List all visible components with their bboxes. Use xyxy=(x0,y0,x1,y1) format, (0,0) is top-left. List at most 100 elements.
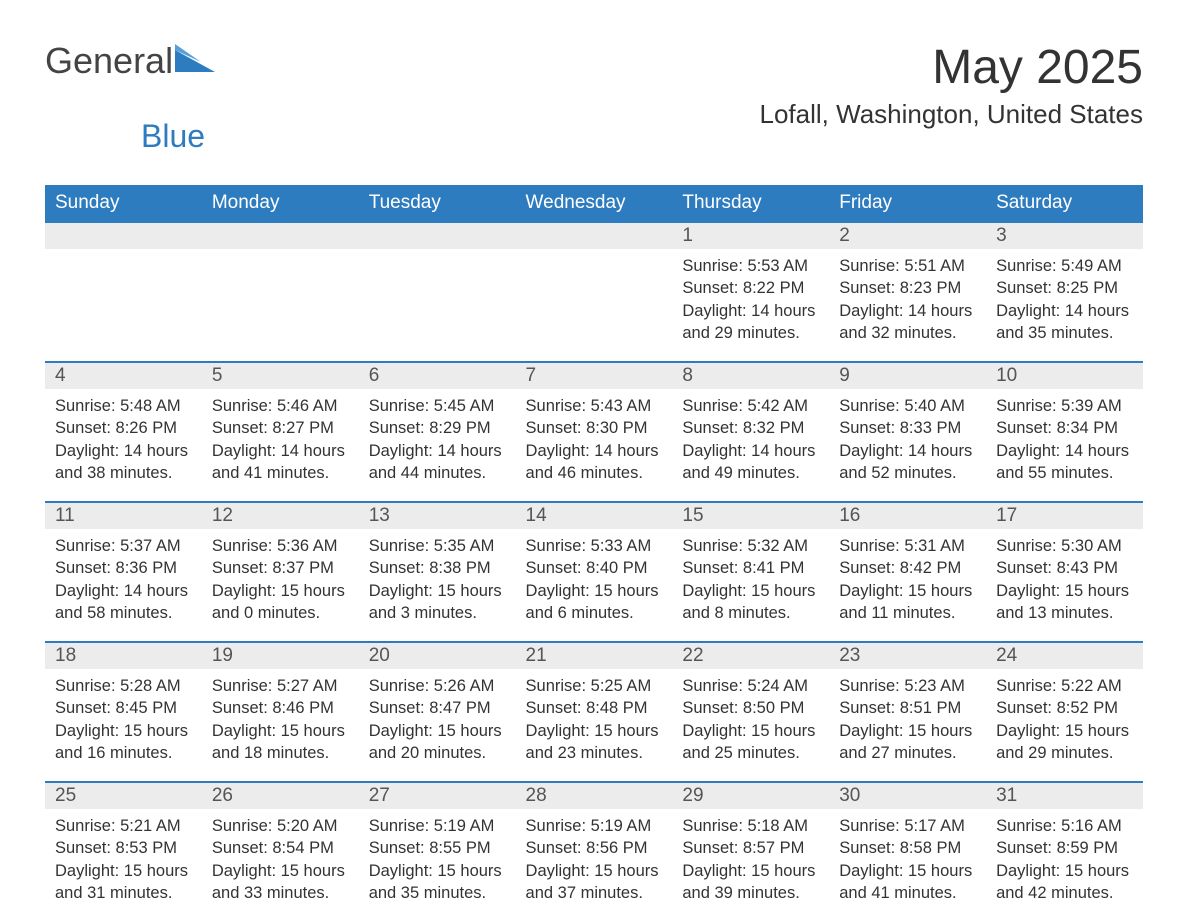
day-cell: 23 Sunrise: 5:23 AMSunset: 8:51 PMDayligh… xyxy=(829,642,986,782)
daylight-line: Daylight: 14 hours and 46 minutes. xyxy=(526,440,663,485)
day-details: Sunrise: 5:21 AMSunset: 8:53 PMDaylight:… xyxy=(45,809,202,914)
sunrise-line: Sunrise: 5:30 AM xyxy=(996,535,1133,557)
sunrise-line: Sunrise: 5:17 AM xyxy=(839,815,976,837)
sunrise-line: Sunrise: 5:23 AM xyxy=(839,675,976,697)
daylight-line: Daylight: 15 hours and 3 minutes. xyxy=(369,580,506,625)
day-details: Sunrise: 5:30 AMSunset: 8:43 PMDaylight:… xyxy=(986,529,1143,634)
sunset-line: Sunset: 8:51 PM xyxy=(839,697,976,719)
daylight-line: Daylight: 14 hours and 49 minutes. xyxy=(682,440,819,485)
daylight-line: Daylight: 15 hours and 39 minutes. xyxy=(682,860,819,905)
sunrise-line: Sunrise: 5:28 AM xyxy=(55,675,192,697)
daylight-line: Daylight: 15 hours and 33 minutes. xyxy=(212,860,349,905)
day-number: 25 xyxy=(45,783,202,809)
daylight-line: Daylight: 15 hours and 31 minutes. xyxy=(55,860,192,905)
sunset-line: Sunset: 8:47 PM xyxy=(369,697,506,719)
sunset-line: Sunset: 8:40 PM xyxy=(526,557,663,579)
header: General May 2025 Lofall, Washington, Uni… xyxy=(45,40,1143,130)
week-row: 11Sunrise: 5:37 AMSunset: 8:36 PMDayligh… xyxy=(45,502,1143,642)
sunrise-line: Sunrise: 5:48 AM xyxy=(55,395,192,417)
day-cell: 31Sunrise: 5:16 AMSunset: 8:59 PMDayligh… xyxy=(986,782,1143,922)
day-number: 1 xyxy=(672,223,829,249)
day-details: Sunrise: 5:26 AMSunset: 8:47 PMDaylight:… xyxy=(359,669,516,774)
daylight-line: Daylight: 15 hours and 8 minutes. xyxy=(682,580,819,625)
logo-text-part1: General xyxy=(45,40,173,82)
day-cell: 11Sunrise: 5:37 AMSunset: 8:36 PMDayligh… xyxy=(45,502,202,642)
day-details: Sunrise: 5:18 AMSunset: 8:57 PMDaylight:… xyxy=(672,809,829,914)
day-number: 3 xyxy=(986,223,1143,249)
day-cell xyxy=(202,222,359,362)
daylight-line: Daylight: 15 hours and 16 minutes. xyxy=(55,720,192,765)
day-cell: 5Sunrise: 5:46 AMSunset: 8:27 PMDaylight… xyxy=(202,362,359,502)
day-details: Sunrise: 5:48 AMSunset: 8:26 PMDaylight:… xyxy=(45,389,202,494)
daylight-line: Daylight: 14 hours and 38 minutes. xyxy=(55,440,192,485)
day-number: 27 xyxy=(359,783,516,809)
logo: General xyxy=(45,40,217,82)
logo-text-part2: Blue xyxy=(141,118,205,154)
sunrise-line: Sunrise: 5:19 AM xyxy=(369,815,506,837)
day-number: 10 xyxy=(986,363,1143,389)
daylight-line: Daylight: 15 hours and 25 minutes. xyxy=(682,720,819,765)
sunset-line: Sunset: 8:34 PM xyxy=(996,417,1133,439)
day-cell: 19Sunrise: 5:27 AMSunset: 8:46 PMDayligh… xyxy=(202,642,359,782)
day-cell: 27Sunrise: 5:19 AMSunset: 8:55 PMDayligh… xyxy=(359,782,516,922)
day-number: 5 xyxy=(202,363,359,389)
daylight-line: Daylight: 15 hours and 35 minutes. xyxy=(369,860,506,905)
calendar-table: Sunday Monday Tuesday Wednesday Thursday… xyxy=(45,185,1143,922)
day-cell: 13Sunrise: 5:35 AMSunset: 8:38 PMDayligh… xyxy=(359,502,516,642)
day-details: Sunrise: 5:46 AMSunset: 8:27 PMDaylight:… xyxy=(202,389,359,494)
day-details: Sunrise: 5:51 AMSunset: 8:23 PMDaylight:… xyxy=(829,249,986,354)
sunset-line: Sunset: 8:27 PM xyxy=(212,417,349,439)
day-cell xyxy=(516,222,673,362)
day-cell: 25Sunrise: 5:21 AMSunset: 8:53 PMDayligh… xyxy=(45,782,202,922)
day-details: Sunrise: 5:49 AMSunset: 8:25 PMDaylight:… xyxy=(986,249,1143,354)
day-details: Sunrise: 5:27 AMSunset: 8:46 PMDaylight:… xyxy=(202,669,359,774)
sunset-line: Sunset: 8:48 PM xyxy=(526,697,663,719)
col-sunday: Sunday xyxy=(45,185,202,222)
sunset-line: Sunset: 8:30 PM xyxy=(526,417,663,439)
day-number xyxy=(359,223,516,249)
day-number: 9 xyxy=(829,363,986,389)
sunrise-line: Sunrise: 5:49 AM xyxy=(996,255,1133,277)
sunrise-line: Sunrise: 5:40 AM xyxy=(839,395,976,417)
day-cell: 20Sunrise: 5:26 AMSunset: 8:47 PMDayligh… xyxy=(359,642,516,782)
day-cell: 22Sunrise: 5:24 AMSunset: 8:50 PMDayligh… xyxy=(672,642,829,782)
day-cell: 18Sunrise: 5:28 AMSunset: 8:45 PMDayligh… xyxy=(45,642,202,782)
day-cell: 30Sunrise: 5:17 AMSunset: 8:58 PMDayligh… xyxy=(829,782,986,922)
sunrise-line: Sunrise: 5:25 AM xyxy=(526,675,663,697)
sunset-line: Sunset: 8:42 PM xyxy=(839,557,976,579)
daylight-line: Daylight: 15 hours and 42 minutes. xyxy=(996,860,1133,905)
day-number: 16 xyxy=(829,503,986,529)
day-cell: 9Sunrise: 5:40 AMSunset: 8:33 PMDaylight… xyxy=(829,362,986,502)
sunrise-line: Sunrise: 5:51 AM xyxy=(839,255,976,277)
sunset-line: Sunset: 8:59 PM xyxy=(996,837,1133,859)
sunrise-line: Sunrise: 5:37 AM xyxy=(55,535,192,557)
sunset-line: Sunset: 8:46 PM xyxy=(212,697,349,719)
day-details: Sunrise: 5:39 AMSunset: 8:34 PMDaylight:… xyxy=(986,389,1143,494)
sunset-line: Sunset: 8:32 PM xyxy=(682,417,819,439)
day-details: Sunrise: 5:42 AMSunset: 8:32 PMDaylight:… xyxy=(672,389,829,494)
calendar-body: 1Sunrise: 5:53 AMSunset: 8:22 PMDaylight… xyxy=(45,222,1143,922)
day-number: 26 xyxy=(202,783,359,809)
day-cell: 15Sunrise: 5:32 AMSunset: 8:41 PMDayligh… xyxy=(672,502,829,642)
sunrise-line: Sunrise: 5:39 AM xyxy=(996,395,1133,417)
day-number: 21 xyxy=(516,643,673,669)
day-number: 12 xyxy=(202,503,359,529)
day-number: 18 xyxy=(45,643,202,669)
day-cell: 26Sunrise: 5:20 AMSunset: 8:54 PMDayligh… xyxy=(202,782,359,922)
day-cell: 10Sunrise: 5:39 AMSunset: 8:34 PMDayligh… xyxy=(986,362,1143,502)
sunset-line: Sunset: 8:36 PM xyxy=(55,557,192,579)
week-row: 18Sunrise: 5:28 AMSunset: 8:45 PMDayligh… xyxy=(45,642,1143,782)
sunset-line: Sunset: 8:52 PM xyxy=(996,697,1133,719)
daylight-line: Daylight: 15 hours and 27 minutes. xyxy=(839,720,976,765)
sunset-line: Sunset: 8:56 PM xyxy=(526,837,663,859)
day-cell: 21Sunrise: 5:25 AMSunset: 8:48 PMDayligh… xyxy=(516,642,673,782)
sunset-line: Sunset: 8:23 PM xyxy=(839,277,976,299)
sunset-line: Sunset: 8:37 PM xyxy=(212,557,349,579)
day-details: Sunrise: 5:25 AMSunset: 8:48 PMDaylight:… xyxy=(516,669,673,774)
sunrise-line: Sunrise: 5:27 AM xyxy=(212,675,349,697)
week-row: 1Sunrise: 5:53 AMSunset: 8:22 PMDaylight… xyxy=(45,222,1143,362)
daylight-line: Daylight: 15 hours and 41 minutes. xyxy=(839,860,976,905)
sunrise-line: Sunrise: 5:31 AM xyxy=(839,535,976,557)
day-number: 23 xyxy=(829,643,986,669)
day-cell: 2Sunrise: 5:51 AMSunset: 8:23 PMDaylight… xyxy=(829,222,986,362)
